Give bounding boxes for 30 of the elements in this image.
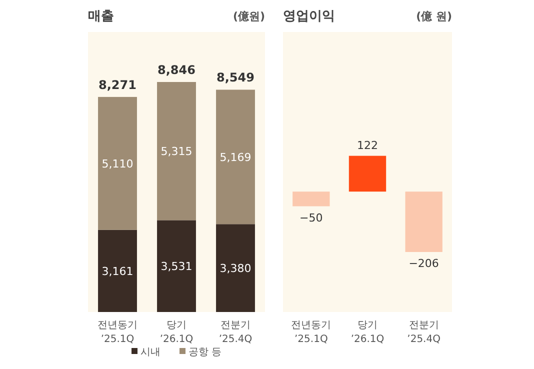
x-tick-label: 당기 ’26.1Q <box>160 320 194 345</box>
data-label: 5,110 <box>102 157 134 170</box>
bar <box>157 82 196 220</box>
data-label: 5,315 <box>160 145 192 158</box>
x-tick-label: 전년동기 ’25.1Q <box>291 320 332 345</box>
data-label: 5,169 <box>220 150 252 164</box>
total-label: 8,846 <box>158 63 196 77</box>
data-label: −206 <box>408 257 439 270</box>
bar <box>98 96 137 230</box>
x-tick-label: 당기 ’26.1Q <box>350 320 384 345</box>
x-tick-label: 전분기 ’25.4Q <box>218 320 252 345</box>
total-label: 8,549 <box>216 70 254 85</box>
chart-subtitle: (億 원) <box>416 10 452 23</box>
chart-subtitle: (億원) <box>232 10 265 23</box>
bar <box>98 230 137 312</box>
x-tick-label: 전분기 ’25.4Q <box>407 320 441 345</box>
data-label: 3,161 <box>102 264 134 278</box>
legend-label: 공항 등 <box>188 347 222 358</box>
bar <box>157 220 196 312</box>
data-label: 3,380 <box>220 262 252 276</box>
data-label: 3,531 <box>160 260 192 274</box>
bar <box>216 224 255 312</box>
data-label: 122 <box>357 138 378 152</box>
data-label: −50 <box>300 211 323 224</box>
bar <box>216 90 255 224</box>
x-tick-label: 전년동기 ’25.1Q <box>98 320 138 345</box>
legend-label: 시내 <box>140 347 160 358</box>
chart-title: 매출 <box>88 9 114 24</box>
total-label: 8,271 <box>98 78 136 92</box>
chart-title: 영업이익 <box>283 9 335 24</box>
